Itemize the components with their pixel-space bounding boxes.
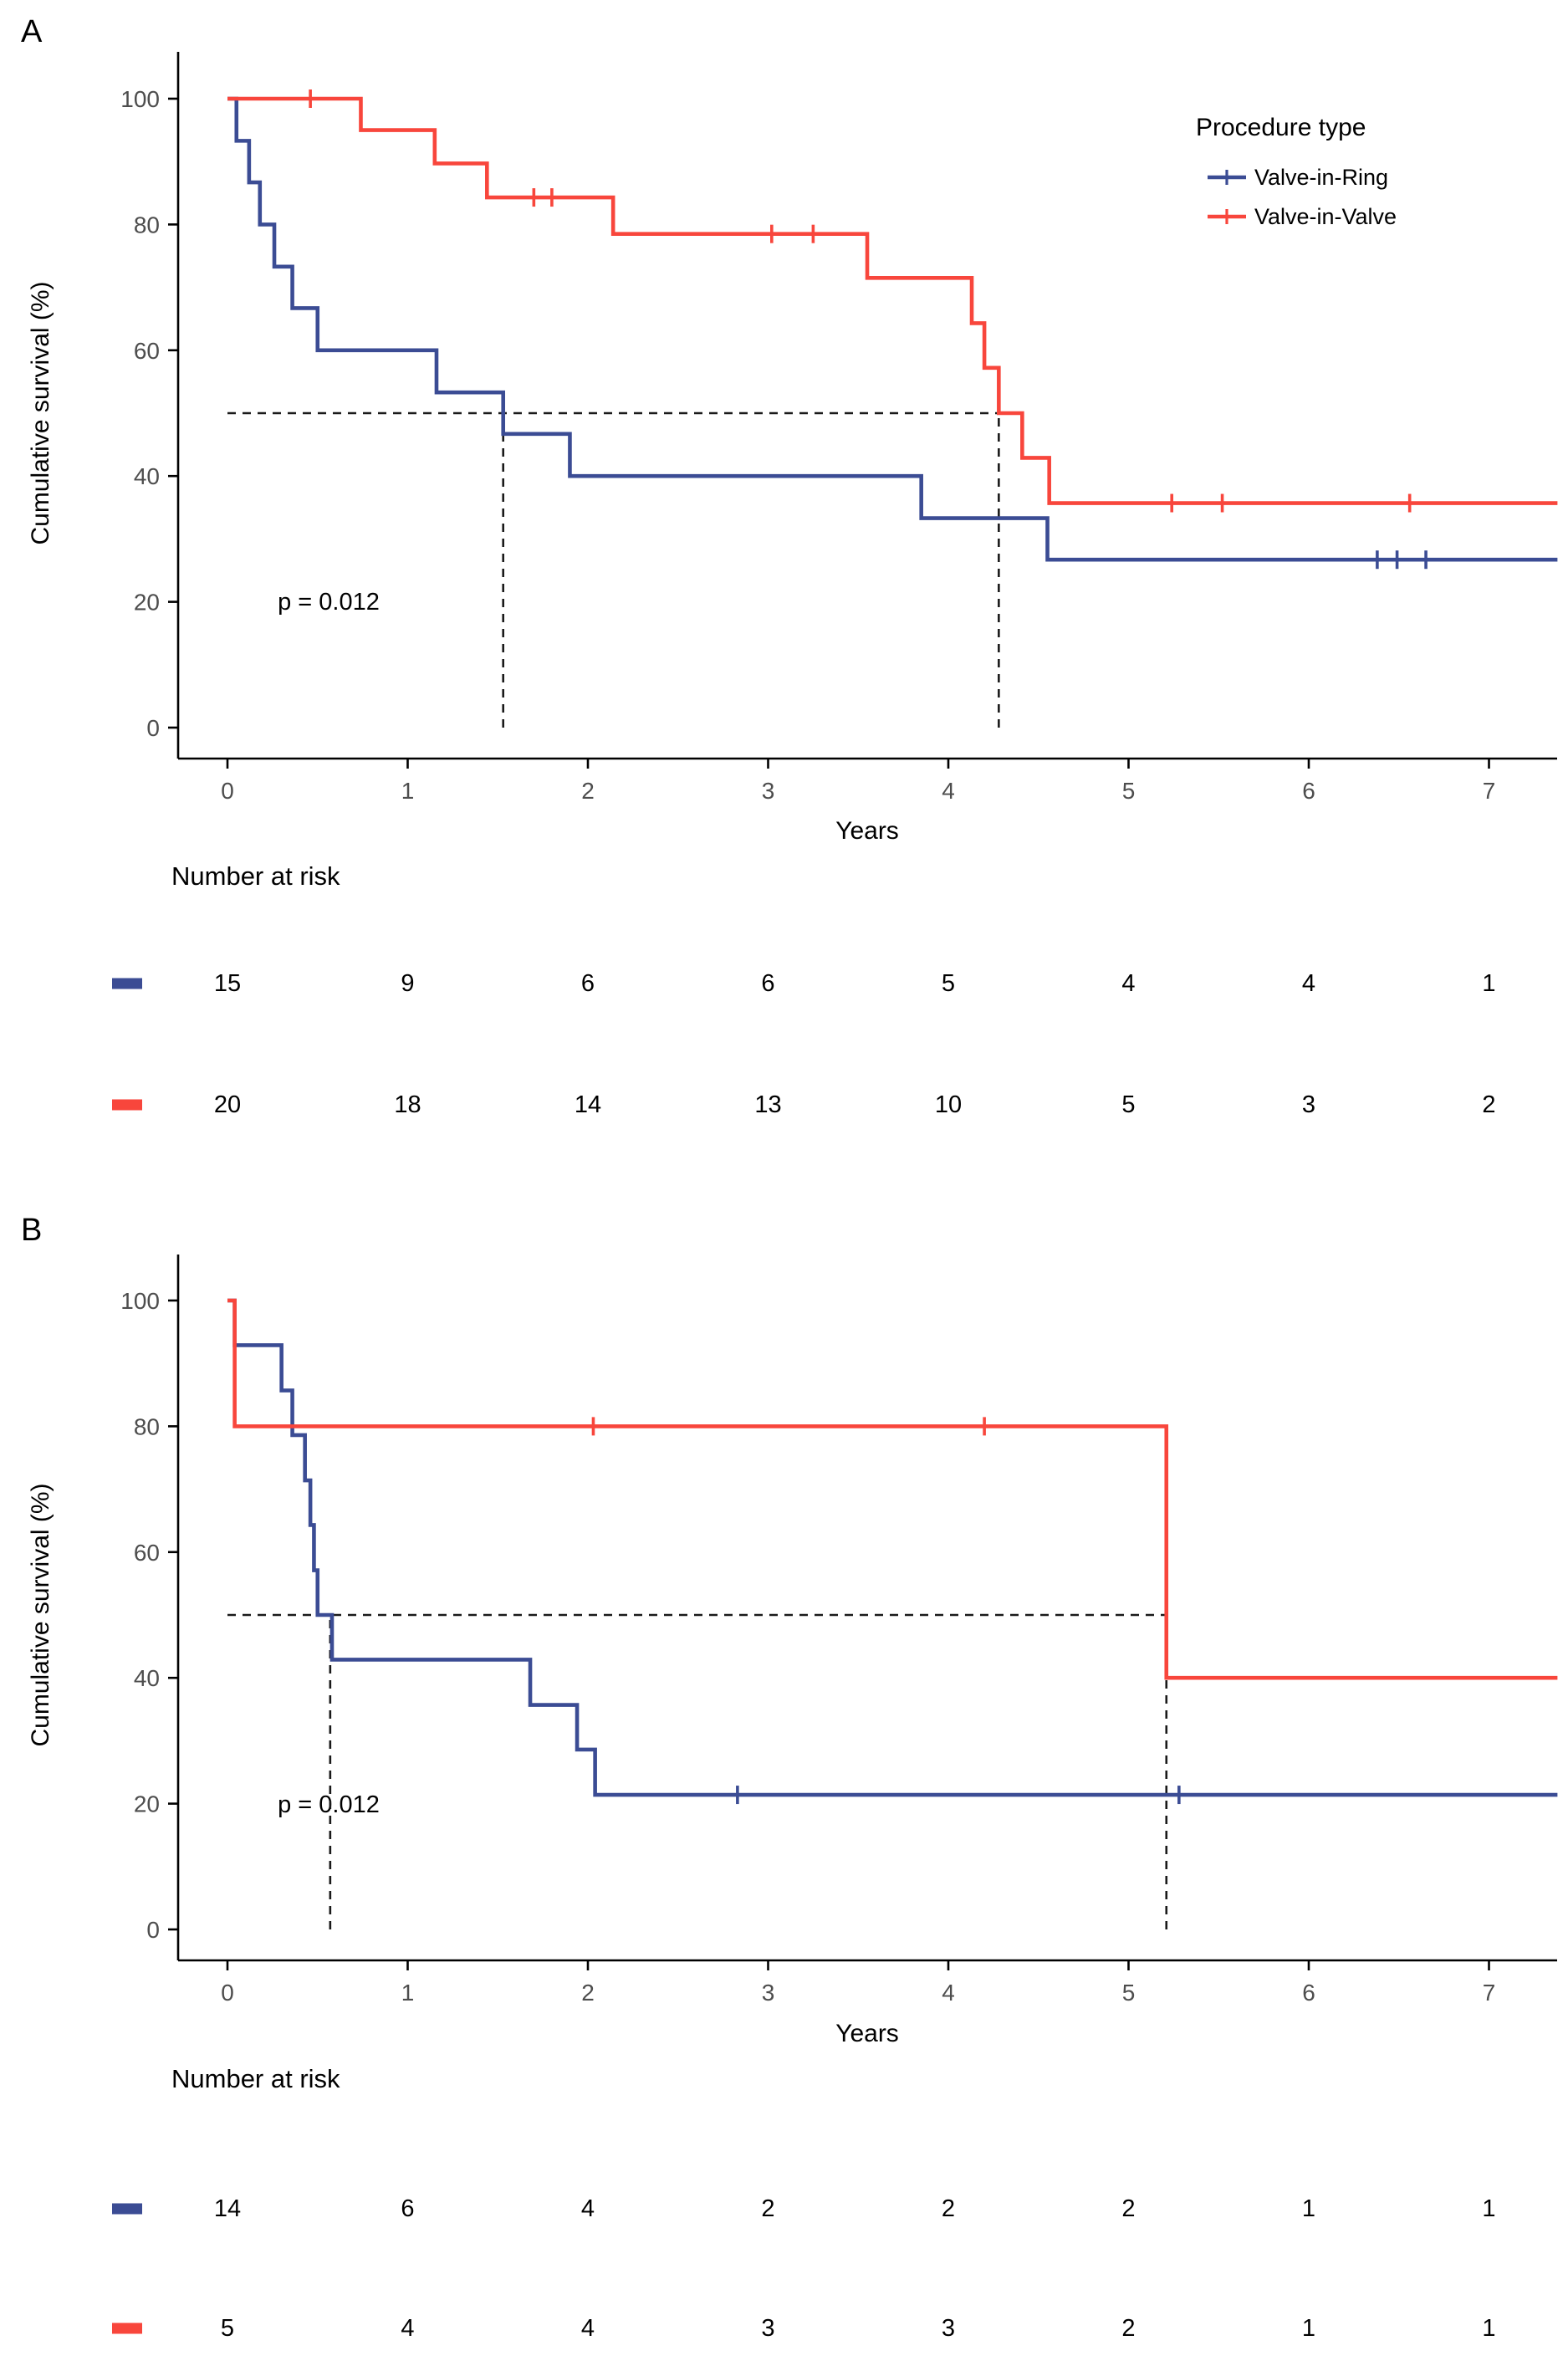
x-tick-label: 1 [401, 1980, 415, 2006]
x-tick-label: 6 [1302, 1980, 1315, 2006]
risk-count-valve-in-valve: 4 [581, 2315, 595, 2342]
risk-count-valve-in-ring: 9 [401, 970, 414, 997]
median-dashed-lines [227, 1613, 1168, 1929]
panel-a-risk-table-title: Number at risk [171, 861, 340, 891]
panel-a-y-axis-title: Cumulative survival (%) [27, 281, 54, 544]
panel-a: 0 20 40 60 80 100 0 1 2 3 4 5 6 7 15 9 6 6 5 4 4 1 20 18 14 13 10 5… [112, 52, 1558, 1118]
x-tick-label: 2 [581, 1980, 595, 2006]
x-tick-label: 4 [942, 778, 955, 804]
panel-b: 0 20 40 60 80 100 0 1 2 3 4 5 6 7 14 6 4 2 2 2 1 1 5 4 4 3 3 2 1 1 [112, 1255, 1558, 2342]
risk-count-valve-in-ring: 1 [1482, 2195, 1495, 2222]
risk-count-valve-in-valve: 10 [935, 1091, 962, 1118]
risk-count-valve-in-valve: 5 [1121, 1091, 1135, 1118]
x-tick-label: 5 [1122, 1980, 1136, 2006]
risk-count-valve-in-ring: 4 [1121, 970, 1135, 997]
y-tick-label: 80 [134, 1413, 160, 1439]
risk-count-valve-in-ring: 14 [214, 2195, 241, 2222]
risk-count-valve-in-ring: 6 [401, 2195, 414, 2222]
x-tick-label: 7 [1483, 778, 1496, 804]
panel-b-label: B [21, 1213, 42, 1248]
axes: 0 20 40 60 80 100 0 1 2 3 4 5 6 7 [120, 1255, 1557, 2006]
x-tick-label: 6 [1302, 778, 1315, 804]
y-tick-label: 60 [134, 338, 160, 364]
y-tick-label: 0 [146, 1917, 160, 1943]
risk-count-valve-in-ring: 1 [1302, 2195, 1315, 2222]
km-step-curve-valve-in-valve [227, 96, 1558, 505]
curve-valve-in-valve [227, 89, 1558, 513]
risk-count-valve-in-valve: 1 [1482, 2315, 1495, 2342]
median-dashed-lines [227, 411, 1000, 728]
km-step-curve-valve-in-valve [227, 1298, 1558, 1680]
x-tick-label: 7 [1483, 1980, 1496, 2006]
y-tick-label: 100 [120, 86, 160, 112]
y-tick-label: 20 [134, 1791, 160, 1817]
risk-count-valve-in-valve: 3 [761, 2315, 774, 2342]
curve-valve-in-ring [227, 96, 1558, 570]
legend-title: Procedure type [1196, 114, 1366, 141]
risk-count-valve-in-valve: 4 [401, 2315, 414, 2342]
x-tick-label: 5 [1122, 778, 1136, 804]
y-tick-label: 80 [134, 212, 160, 238]
panel-a-label: A [21, 14, 43, 49]
y-tick-label: 60 [134, 1540, 160, 1566]
risk-count-valve-in-valve: 2 [1121, 2315, 1135, 2342]
x-tick-label: 3 [762, 1980, 775, 2006]
y-tick-label: 20 [134, 590, 160, 616]
risk-count-valve-in-ring: 5 [942, 970, 955, 997]
x-tick-label: 3 [762, 778, 775, 804]
risk-count-valve-in-ring: 2 [942, 2195, 955, 2222]
panel-b-y-axis-title: Cumulative survival (%) [27, 1483, 54, 1746]
risk-count-valve-in-ring: 2 [761, 2195, 774, 2222]
x-tick-label: 4 [942, 1980, 955, 2006]
risk-count-valve-in-ring: 4 [581, 2195, 595, 2222]
risk-count-valve-in-valve: 18 [394, 1091, 421, 1118]
x-tick-label: 2 [581, 778, 595, 804]
risk-count-valve-in-valve: 13 [754, 1091, 781, 1118]
legend-label-valve-in-ring: Valve-in-Ring [1254, 165, 1388, 190]
panel-a-pvalue: p = 0.012 [278, 589, 380, 616]
curve-valve-in-ring [227, 1298, 1558, 1805]
risk-count-valve-in-ring: 15 [214, 970, 241, 997]
risk-count-valve-in-valve: 3 [1302, 1091, 1315, 1118]
legend-label-valve-in-valve: Valve-in-Valve [1254, 204, 1397, 229]
km-step-curve-valve-in-ring [227, 96, 1558, 562]
risk-count-valve-in-valve: 2 [1482, 1091, 1495, 1118]
risk-count-valve-in-valve: 14 [575, 1091, 601, 1118]
risk-count-valve-in-ring: 2 [1121, 2195, 1135, 2222]
legend-keys [1208, 170, 1246, 224]
panel-a-x-axis-title: Years [835, 817, 899, 845]
axes: 0 20 40 60 80 100 0 1 2 3 4 5 6 7 [120, 52, 1557, 804]
x-tick-label: 0 [221, 1980, 234, 2006]
risk-count-valve-in-valve: 20 [214, 1091, 241, 1118]
panel-b-risk-table-title: Number at risk [171, 2064, 340, 2093]
panel-b-x-axis-title: Years [835, 2020, 899, 2047]
x-tick-label: 0 [221, 778, 234, 804]
risk-count-valve-in-ring: 6 [581, 970, 595, 997]
panel-b-pvalue: p = 0.012 [278, 1791, 380, 1818]
risk-count-valve-in-valve: 1 [1302, 2315, 1315, 2342]
risk-count-valve-in-valve: 5 [221, 2315, 234, 2342]
y-tick-label: 100 [120, 1288, 160, 1314]
risk-count-valve-in-ring: 6 [761, 970, 774, 997]
y-tick-label: 40 [134, 1665, 160, 1691]
x-tick-label: 1 [401, 778, 415, 804]
risk-table: 15 9 6 6 5 4 4 1 20 18 14 13 10 5 3 2 [112, 970, 1496, 1118]
risk-count-valve-in-valve: 3 [942, 2315, 955, 2342]
y-tick-label: 0 [146, 715, 160, 741]
curve-valve-in-valve [227, 1298, 1558, 1680]
y-tick-label: 40 [134, 463, 160, 489]
km-step-curve-valve-in-ring [227, 1298, 1558, 1797]
risk-table: 14 6 4 2 2 2 1 1 5 4 4 3 3 2 1 1 [112, 2195, 1496, 2342]
risk-count-valve-in-ring: 4 [1302, 970, 1315, 997]
risk-count-valve-in-ring: 1 [1482, 970, 1495, 997]
